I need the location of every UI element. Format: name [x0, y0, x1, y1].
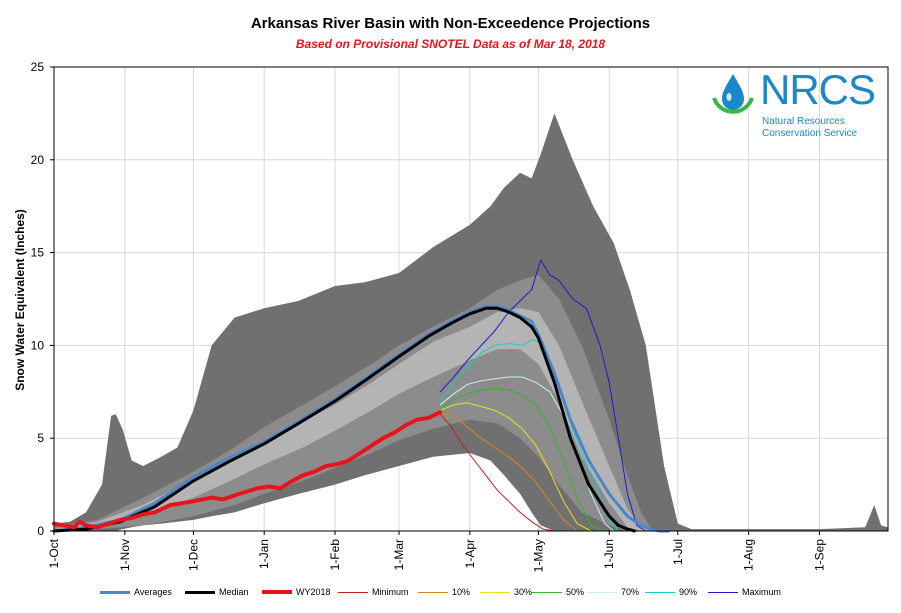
y-tick-label: 25	[31, 60, 45, 74]
x-tick-label: 1-Mar	[392, 539, 406, 570]
x-tick-label: 1-Dec	[186, 539, 200, 571]
logo-line1: Natural Resources	[762, 116, 845, 127]
x-tick-label: 1-Nov	[118, 539, 132, 571]
legend-item-averages: Averages	[100, 587, 172, 597]
legend-label: 50%	[566, 587, 585, 597]
legend-swatch	[338, 591, 368, 593]
chart-legend: Averages Median WY2018 Minimum 10% 30% 50% 70% 9…	[100, 587, 860, 605]
legend-swatch	[185, 590, 215, 594]
legend-swatch	[708, 591, 738, 593]
series-line-median	[52, 306, 636, 533]
legend-item-median: Median	[185, 587, 249, 597]
legend-label: 70%	[621, 587, 640, 597]
series-line-averages	[52, 304, 671, 533]
nrcs-logo: NRCS Natural Resources Conservation Serv…	[708, 66, 876, 150]
legend-item-wy2018: WY2018	[262, 587, 331, 597]
data-series	[52, 259, 671, 533]
series-line-maximum	[439, 259, 647, 532]
y-tick-label: 15	[31, 246, 45, 260]
legend-label: 10%	[452, 587, 471, 597]
legend-swatch	[100, 590, 130, 594]
legend-label: 30%	[514, 587, 533, 597]
x-tick-label: 1-Sep	[812, 539, 826, 571]
series-line-90pct	[439, 339, 619, 532]
x-tick-label: 1-Oct	[47, 538, 61, 568]
y-tick-label: 5	[37, 431, 44, 445]
legend-swatch	[418, 591, 448, 593]
legend-label: WY2018	[296, 587, 331, 597]
y-tick-label: 0	[37, 524, 44, 538]
x-tick-label: 1-Jan	[257, 539, 271, 569]
chart-subtitle: Based on Provisional SNOTEL Data as of M…	[295, 37, 606, 51]
legend-item-50pct: 50%	[532, 587, 584, 597]
legend-swatch	[587, 591, 617, 593]
legend-swatch	[480, 591, 510, 593]
legend-label: Maximum	[742, 587, 782, 597]
legend-swatch	[645, 591, 675, 593]
legend-item-10pct: 10%	[418, 587, 470, 597]
series-line-50pct	[439, 387, 601, 532]
y-tick-label: 10	[31, 338, 45, 352]
water-drop-icon	[712, 74, 754, 114]
legend-label: 90%	[679, 587, 698, 597]
y-axis-label: Snow Water Equivalent (Inches)	[13, 209, 27, 391]
legend-item-30pct: 30%	[480, 587, 532, 597]
series-line-10pct	[439, 411, 578, 532]
legend-swatch	[532, 591, 562, 593]
legend-item-90pct: 90%	[645, 587, 697, 597]
x-tick-label: 1-Apr	[463, 539, 477, 568]
chart-title: Arkansas River Basin with Non-Exceedence…	[250, 15, 651, 32]
legend-swatch	[262, 590, 292, 594]
x-tick-label: 1-Jul	[671, 539, 685, 565]
legend-item-70pct: 70%	[587, 587, 639, 597]
logo-line2: Conservation Service	[762, 128, 858, 139]
legend-item-minimum: Minimum	[338, 587, 409, 597]
x-tick-label: 1-Aug	[742, 539, 756, 571]
logo-wordmark: NRCS	[760, 66, 876, 113]
plot-frame	[53, 66, 889, 532]
series-line-wy2018	[52, 410, 443, 530]
series-line-minimum	[439, 413, 555, 532]
legend-label: Minimum	[372, 587, 409, 597]
y-tick-label: 20	[31, 153, 45, 167]
percentile-bands	[54, 113, 888, 532]
x-tick-label: 1-Feb	[328, 539, 342, 571]
x-tick-label: 1-Jun	[602, 539, 616, 569]
x-tick-label: 1-May	[531, 539, 545, 572]
legend-item-maximum: Maximum	[708, 587, 781, 597]
axes: 0 5 10 15 20 25 1-Oct 1-Nov 1-Dec 1-Jan 1-Feb 1-Mar…	[31, 60, 889, 572]
legend-label: Median	[219, 587, 249, 597]
legend-label: Averages	[134, 587, 172, 597]
series-line-30pct	[439, 402, 592, 532]
